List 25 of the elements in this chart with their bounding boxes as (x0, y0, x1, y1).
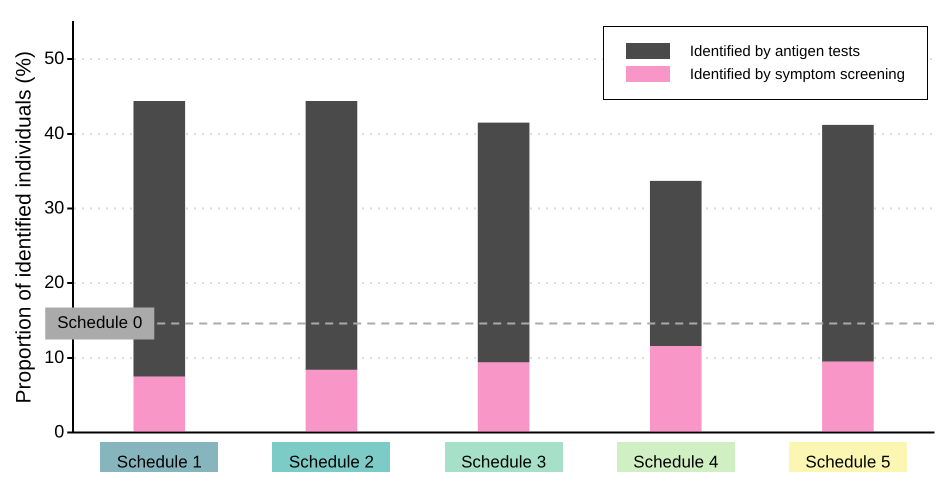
bar (650, 346, 702, 432)
bar (822, 124, 874, 362)
x-tick-label: Schedule 4 (633, 452, 718, 472)
x-tick-label: Schedule 5 (805, 452, 890, 472)
ref-line-label: Schedule 0 (57, 313, 142, 332)
y-tick-label: 50 (44, 48, 64, 68)
y-tick-label: 10 (44, 346, 64, 367)
x-tick-label: Schedule 1 (116, 452, 202, 472)
y-tick-label: 40 (44, 122, 64, 143)
y-tick-label: 0 (54, 422, 64, 442)
bar (133, 376, 186, 432)
bar (650, 180, 702, 346)
bar (478, 362, 530, 432)
bar (478, 122, 530, 362)
y-tick-label: 30 (44, 197, 64, 218)
bar (822, 362, 874, 432)
x-tick-label: Schedule 2 (288, 452, 374, 472)
bar (306, 370, 358, 432)
legend-label: Identified by antigen tests (690, 42, 860, 60)
x-tick-label: Schedule 3 (461, 452, 546, 472)
y-tick-label: 20 (44, 272, 64, 292)
y-axis-title: Proportion of identified individuals (%) (12, 50, 36, 404)
bar (306, 100, 358, 370)
legend-label: Identified by symptom screening (690, 66, 905, 83)
bar (133, 100, 186, 377)
